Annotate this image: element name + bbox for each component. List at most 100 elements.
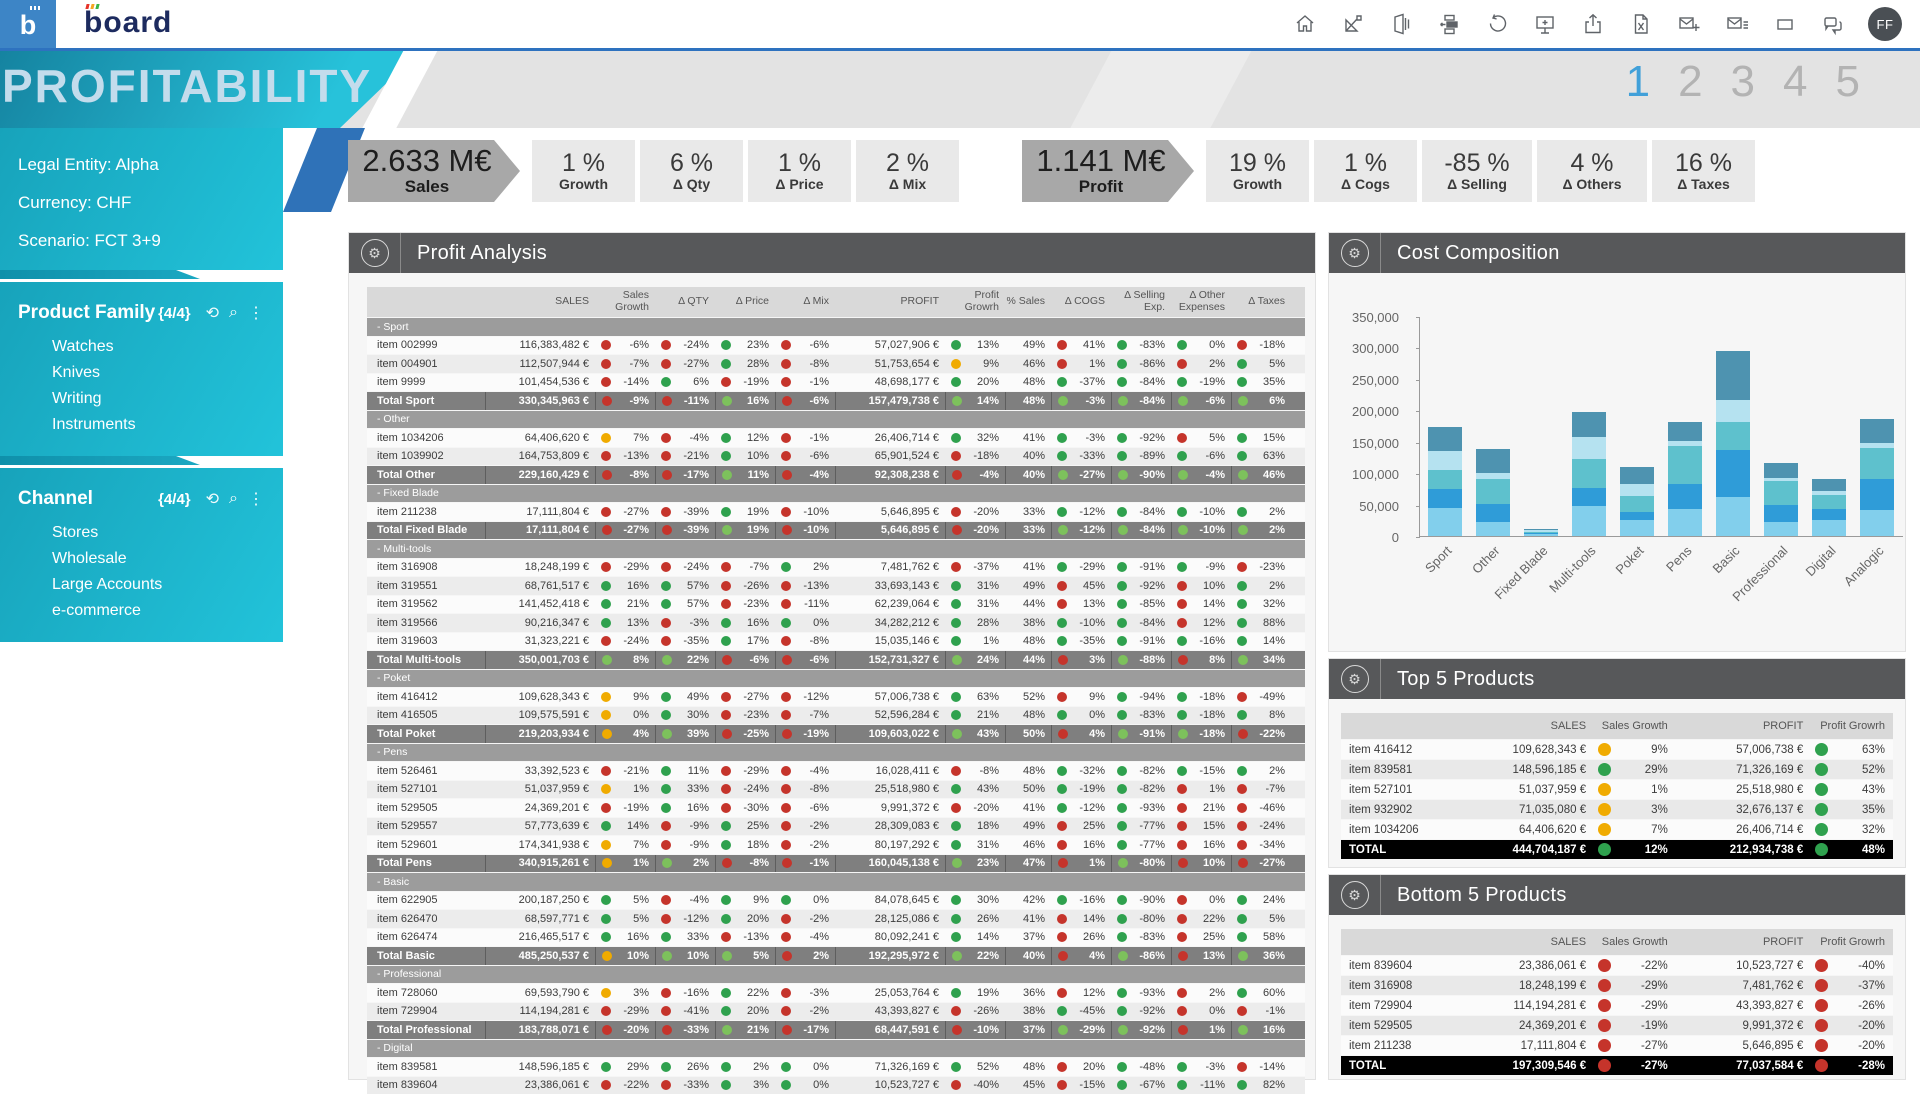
sidebar-item-channel-e-commerce[interactable]: e-commerce — [0, 598, 283, 624]
kpi-card-growth[interactable]: 1 %Growth — [532, 140, 635, 202]
page-number-2[interactable]: 2 — [1678, 57, 1702, 107]
home-icon[interactable] — [1292, 11, 1318, 37]
kpi-card-profit[interactable]: 1.141 M€Profit — [1022, 140, 1194, 202]
group-header-row[interactable]: - Fixed Blade — [367, 485, 1305, 503]
group-header-row[interactable]: - Poket — [367, 670, 1305, 688]
bar-multi-tools[interactable] — [1572, 412, 1606, 536]
undo-icon[interactable] — [1484, 11, 1510, 37]
bar-basic[interactable] — [1716, 351, 1750, 536]
sidebar-item-product-family-instruments[interactable]: Instruments — [0, 412, 283, 438]
undo-icon[interactable]: ⟲ — [206, 489, 219, 509]
kpi-card--taxes[interactable]: 16 %Δ Taxes — [1652, 140, 1755, 202]
presentation-add-icon[interactable] — [1532, 11, 1558, 37]
menu-dots-icon[interactable]: ⋮ — [248, 303, 264, 323]
sidebar-item-channel-large-accounts[interactable]: Large Accounts — [0, 572, 283, 598]
board-app-logo[interactable]: b — [0, 0, 56, 48]
export-excel-icon[interactable] — [1628, 11, 1654, 37]
kpi-card--others[interactable]: 4 %Δ Others — [1537, 140, 1647, 202]
panel-settings-icon[interactable]: ⚙ — [1329, 233, 1381, 273]
kpi-card--cogs[interactable]: 1 %Δ Cogs — [1314, 140, 1417, 202]
panel-settings-icon[interactable]: ⚙ — [349, 233, 401, 273]
search-icon[interactable]: ⌕ — [229, 490, 238, 508]
sidebar-item-product-family-writing[interactable]: Writing — [0, 386, 283, 412]
kpi-card-sales[interactable]: 2.633 M€Sales — [348, 140, 520, 202]
page-number-3[interactable]: 3 — [1731, 57, 1755, 107]
group-header-row[interactable]: - Sport — [367, 318, 1305, 336]
share-icon[interactable] — [1580, 11, 1606, 37]
bar-digital[interactable] — [1812, 479, 1846, 536]
group-header-row[interactable]: - Digital — [367, 1040, 1305, 1058]
kpi-card--selling[interactable]: -85 %Δ Selling — [1422, 140, 1532, 202]
selector-currency[interactable]: Currency: CHF — [0, 184, 283, 222]
layout-icon[interactable] — [1436, 11, 1462, 37]
reader-icon[interactable] — [1388, 11, 1414, 37]
comments-icon[interactable] — [1820, 11, 1846, 37]
selector-legal-entity[interactable]: Legal Entity: Alpha — [0, 146, 283, 184]
window-icon[interactable] — [1772, 11, 1798, 37]
group-header-row[interactable]: - Pens — [367, 744, 1305, 762]
panel-settings-icon[interactable]: ⚙ — [1329, 875, 1381, 915]
group-header-row[interactable]: - Professional — [367, 966, 1305, 984]
page-number-1[interactable]: 1 — [1626, 57, 1650, 107]
page-number-5[interactable]: 5 — [1836, 57, 1860, 107]
selector-scenario[interactable]: Scenario: FCT 3+9 — [0, 222, 283, 260]
sidebar-item-product-family-knives[interactable]: Knives — [0, 360, 283, 386]
panel-settings-icon[interactable]: ⚙ — [1329, 659, 1381, 699]
sidebar-item-channel-wholesale[interactable]: Wholesale — [0, 546, 283, 572]
bar-professional[interactable] — [1764, 463, 1798, 536]
kpi-card--qty[interactable]: 6 %Δ Qty — [640, 140, 743, 202]
group-header-row[interactable]: - Other — [367, 411, 1305, 429]
mail-add-icon[interactable] — [1676, 11, 1702, 37]
kpi-card--mix[interactable]: 2 %Δ Mix — [856, 140, 959, 202]
group-header-row[interactable]: - Multi-tools — [367, 540, 1305, 558]
sidebar-item-channel-stores[interactable]: Stores — [0, 520, 283, 546]
search-icon[interactable]: ⌕ — [229, 304, 238, 322]
bar-other[interactable] — [1476, 449, 1510, 536]
group-header-row[interactable]: - Basic — [367, 873, 1305, 891]
design-mode-icon[interactable] — [1340, 11, 1366, 37]
page-number-4[interactable]: 4 — [1783, 57, 1807, 107]
bar-sport[interactable] — [1428, 427, 1462, 536]
mail-send-icon[interactable] — [1724, 11, 1750, 37]
kpi-card--price[interactable]: 1 %Δ Price — [748, 140, 851, 202]
bar-poket[interactable] — [1620, 467, 1654, 536]
bar-pens[interactable] — [1668, 422, 1702, 536]
user-avatar[interactable]: FF — [1868, 7, 1902, 41]
kpi-card-growth[interactable]: 19 %Growth — [1206, 140, 1309, 202]
